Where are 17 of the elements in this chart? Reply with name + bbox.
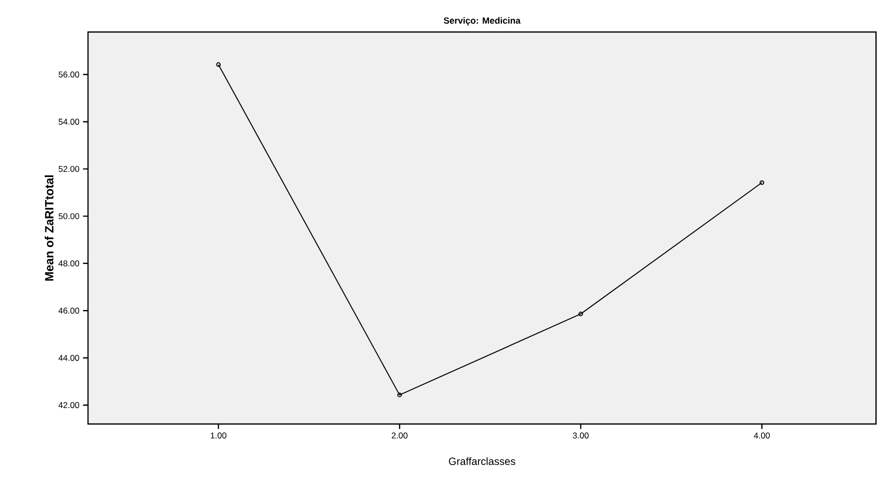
chart-title: Serviço: Medicina — [444, 17, 521, 26]
point — [578, 312, 584, 316]
x-tick-label: 4.00 — [754, 432, 770, 438]
y-tick-label: 56.00 — [58, 72, 80, 78]
y-tick-label: 44.00 — [58, 354, 80, 361]
y-tick-label: 50.00 — [58, 213, 80, 220]
y-axis-title: Mean of ZaRITtotal — [44, 175, 54, 281]
point — [397, 392, 402, 398]
x-axis-title: Graffarclasses — [448, 457, 516, 466]
y-tick-label: 42.00 — [58, 402, 80, 408]
x-tick-label: 1.00 — [210, 432, 226, 438]
x-tick-label: 2.00 — [392, 432, 408, 438]
x-tick-label: 3.00 — [572, 432, 589, 438]
y-tick-label: 54.00 — [58, 118, 80, 125]
y-tick-label: 46.00 — [58, 308, 80, 314]
y-tick-label: 52.00 — [58, 166, 80, 172]
y-tick-label: 48.00 — [58, 260, 80, 266]
